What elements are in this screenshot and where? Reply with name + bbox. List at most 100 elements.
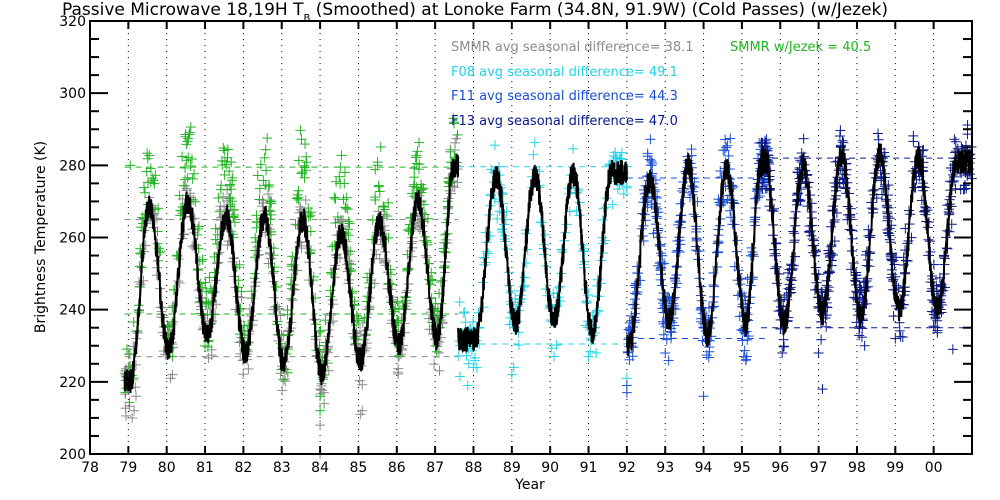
- data-point: [458, 308, 469, 319]
- data-point: [340, 202, 351, 213]
- data-point: [908, 130, 919, 141]
- data-point: [955, 184, 966, 195]
- data-point: [804, 221, 815, 232]
- data-point: [549, 351, 560, 362]
- data-point: [722, 140, 733, 151]
- data-point: [598, 203, 609, 214]
- data-point: [279, 373, 290, 384]
- data-point: [293, 194, 304, 205]
- data-point: [513, 340, 524, 351]
- data-point: [330, 217, 341, 228]
- data-point: [834, 131, 845, 142]
- data-point: [357, 405, 368, 416]
- data-point: [409, 163, 420, 174]
- data-point: [143, 177, 154, 188]
- data-point: [621, 181, 632, 192]
- data-point: [663, 355, 674, 366]
- data-point: [551, 340, 562, 351]
- data-point: [301, 151, 312, 162]
- y-tick-label: 260: [59, 231, 86, 247]
- data-point: [719, 145, 730, 156]
- data-point: [460, 317, 471, 328]
- data-point: [138, 182, 149, 193]
- data-point: [459, 306, 470, 317]
- data-point: [723, 150, 734, 161]
- data-point: [778, 334, 789, 345]
- data-point: [393, 303, 404, 314]
- x-tick-label: 94: [695, 460, 713, 476]
- data-point: [894, 325, 905, 336]
- data-point: [737, 335, 748, 346]
- chart-title: Passive Microwave 18,19H TB (Smoothed) a…: [62, 0, 888, 24]
- x-tick-label: 79: [119, 460, 137, 476]
- data-point: [452, 129, 463, 140]
- data-point: [197, 254, 208, 265]
- data-point: [129, 405, 140, 416]
- data-point: [243, 363, 254, 374]
- data-point: [181, 155, 192, 166]
- data-point: [521, 257, 532, 268]
- data-point: [856, 332, 867, 343]
- data-point: [454, 297, 465, 308]
- data-point: [383, 197, 394, 208]
- data-point: [215, 201, 226, 212]
- data-point: [788, 226, 799, 237]
- data-point: [433, 347, 444, 358]
- data-point: [888, 311, 899, 322]
- data-point: [528, 149, 539, 160]
- data-point: [344, 218, 355, 229]
- x-tick-label: 84: [311, 460, 329, 476]
- data-point: [859, 340, 870, 351]
- data-point: [214, 206, 225, 217]
- data-point: [627, 351, 638, 362]
- data-point: [403, 279, 414, 290]
- x-tick-label: 93: [656, 460, 674, 476]
- annotation-smmr-jezek: SMMR w/Jezek = 40.5: [730, 40, 871, 55]
- data-point: [857, 323, 868, 334]
- data-point: [769, 263, 780, 274]
- data-point: [949, 134, 960, 145]
- data-point: [336, 150, 347, 161]
- annotation-f11: F11 avg seasonal difference= 44.3: [451, 89, 678, 104]
- data-point: [909, 182, 920, 193]
- x-tick-label: 98: [848, 460, 866, 476]
- data-point: [378, 201, 389, 212]
- annotation-f13: F13 avg seasonal difference= 47.0: [451, 114, 678, 129]
- y-tick-label: 240: [59, 303, 86, 319]
- data-point: [218, 191, 229, 202]
- data-point: [261, 165, 272, 176]
- data-point: [882, 227, 893, 238]
- data-point: [928, 321, 939, 332]
- data-point: [299, 172, 310, 183]
- data-point: [266, 209, 277, 220]
- data-point: [226, 184, 237, 195]
- x-tick-label: 97: [810, 460, 828, 476]
- x-tick-label: 85: [350, 460, 368, 476]
- y-tick-label: 280: [59, 158, 86, 174]
- x-tick-label: 90: [541, 460, 559, 476]
- smoothed-line: [123, 143, 973, 394]
- data-point: [962, 170, 973, 181]
- data-point: [863, 230, 874, 241]
- data-point: [888, 255, 899, 266]
- data-point: [381, 211, 392, 222]
- data-point: [756, 137, 767, 148]
- x-tick-label: 96: [771, 460, 789, 476]
- data-point: [446, 188, 457, 199]
- data-point: [224, 179, 235, 190]
- data-point: [262, 133, 273, 144]
- data-point: [131, 391, 142, 402]
- data-point: [224, 193, 235, 204]
- x-tick-label: 82: [234, 460, 252, 476]
- x-tick-label: 88: [465, 460, 483, 476]
- x-tick-label: 92: [618, 460, 636, 476]
- data-point: [183, 152, 194, 163]
- data-point: [779, 292, 790, 303]
- data-point: [813, 347, 824, 358]
- data-point: [185, 122, 196, 133]
- data-point: [441, 217, 452, 228]
- data-point: [453, 351, 464, 362]
- data-point: [255, 159, 266, 170]
- data-point: [181, 139, 192, 150]
- data-point: [251, 210, 262, 221]
